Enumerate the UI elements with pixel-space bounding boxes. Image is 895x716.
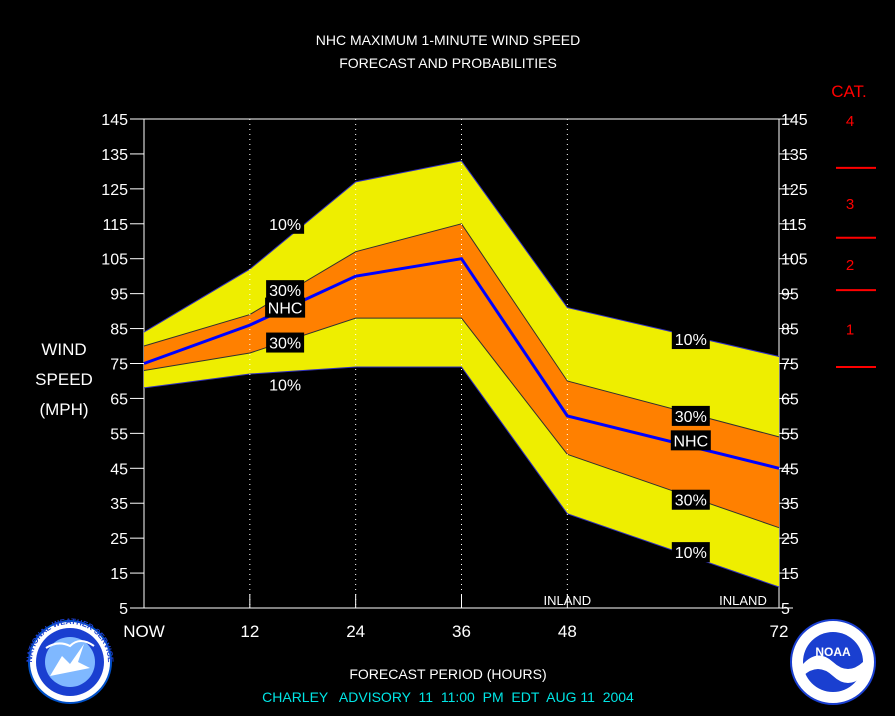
x-tick-label: NOW xyxy=(123,622,165,641)
x-tick-label: 36 xyxy=(452,622,471,641)
nws-logo: NATIONAL WEATHER SERVICE xyxy=(25,617,115,704)
x-axis: NOW 12 24 36 48 72 xyxy=(123,594,788,641)
y-tick-label: 85 xyxy=(110,322,128,339)
y-tick-label: 55 xyxy=(110,426,128,443)
y-tick-label: 145 xyxy=(781,112,808,129)
chart-title-line2: FORECAST AND PROBABILITIES xyxy=(339,55,557,71)
y-tick-label: 135 xyxy=(101,147,128,164)
right-y-axis: 5 15 25 35 45 55 65 75 85 95 105 115 125 135 145 xyxy=(779,112,808,618)
lightning-icon xyxy=(50,644,90,676)
series-label-bg xyxy=(671,542,710,563)
y-tick-label: 95 xyxy=(781,287,799,304)
outer-upper-edge xyxy=(143,160,780,357)
x-tick-label: 48 xyxy=(558,622,577,641)
series-label: 10% xyxy=(675,545,707,562)
series-label: 30% xyxy=(675,409,707,426)
category-label: 2 xyxy=(846,257,854,274)
series-label: 10% xyxy=(269,377,301,394)
y-tick-label: 145 xyxy=(101,112,128,129)
inland-label: INLAND xyxy=(719,593,767,608)
outer-lower-edge xyxy=(143,366,780,588)
x-tick-label: 72 xyxy=(770,622,789,641)
series-label-bg xyxy=(266,213,305,234)
y-axis-label-line1: WIND xyxy=(41,340,86,359)
y-tick-label: 65 xyxy=(110,391,128,408)
y-tick-label: 65 xyxy=(781,391,799,408)
category-label: 1 xyxy=(846,322,854,339)
y-tick-label: 115 xyxy=(781,217,807,234)
series-label-bg xyxy=(266,332,305,353)
series-label-bg xyxy=(265,297,306,318)
outer-probability-band xyxy=(144,160,779,587)
y-tick-label: 85 xyxy=(781,322,799,339)
y-tick-label: 25 xyxy=(110,531,128,548)
category-scale: 4 3 2 1 xyxy=(836,113,876,368)
y-tick-label: 5 xyxy=(781,601,790,618)
noaa-logo: NOAA xyxy=(790,619,876,705)
category-title: CAT. xyxy=(831,82,867,101)
series-label: NHC xyxy=(673,433,708,450)
series-label-bg xyxy=(671,405,710,426)
inner-lower-edge xyxy=(143,317,780,529)
series-label: 30% xyxy=(269,336,301,353)
gull-icon xyxy=(803,655,863,683)
series-label-bg xyxy=(266,374,305,395)
y-tick-label: 95 xyxy=(110,287,128,304)
y-axis-label-line2: SPEED xyxy=(35,370,93,389)
nhc-forecast-line xyxy=(143,257,780,470)
y-axis-label-line3: (MPH) xyxy=(39,400,88,419)
x-tick-label: 12 xyxy=(240,622,259,641)
y-tick-label: 15 xyxy=(110,566,128,583)
inland-labels: INLAND INLAND xyxy=(543,593,766,608)
y-tick-label: 45 xyxy=(110,461,128,478)
y-tick-label: 105 xyxy=(781,252,808,269)
chart-title-line1: NHC MAXIMUM 1-MINUTE WIND SPEED xyxy=(316,32,580,48)
noaa-logo-text: NOAA xyxy=(815,645,851,659)
series-label: 30% xyxy=(269,283,301,300)
category-label: 4 xyxy=(846,113,854,130)
x-tick-label: 24 xyxy=(346,622,365,641)
series-label: 10% xyxy=(269,217,301,234)
series-label: NHC xyxy=(268,301,303,318)
category-label: 3 xyxy=(846,196,854,213)
y-tick-label: 25 xyxy=(781,531,799,548)
y-tick-label: 35 xyxy=(110,496,128,513)
series-label: 30% xyxy=(675,493,707,510)
y-tick-label: 75 xyxy=(110,357,128,374)
series-label-bg xyxy=(266,280,305,301)
y-tick-label: 5 xyxy=(119,601,128,618)
y-tick-label: 135 xyxy=(781,147,808,164)
y-tick-label: 125 xyxy=(781,182,808,199)
advisory-text: CHARLEY ADVISORY 11 11:00 PM EDT AUG 11 … xyxy=(262,689,634,705)
y-tick-label: 125 xyxy=(101,182,128,199)
y-tick-label: 115 xyxy=(102,217,128,234)
left-y-axis: 5 15 25 35 45 55 65 75 85 95 105 115 125 135 145 xyxy=(101,112,144,618)
series-label-bg xyxy=(671,329,710,350)
series-label-bg xyxy=(670,430,711,451)
series-label: 10% xyxy=(675,332,707,349)
x-axis-label: FORECAST PERIOD (HOURS) xyxy=(349,666,546,682)
y-tick-label: 105 xyxy=(101,252,128,269)
y-tick-label: 55 xyxy=(781,426,799,443)
inner-upper-edge xyxy=(143,223,780,438)
series-label-bg xyxy=(671,489,710,510)
y-tick-label: 45 xyxy=(781,461,799,478)
y-tick-label: 15 xyxy=(781,566,799,583)
y-tick-label: 35 xyxy=(781,496,799,513)
y-tick-label: 75 xyxy=(781,357,799,374)
